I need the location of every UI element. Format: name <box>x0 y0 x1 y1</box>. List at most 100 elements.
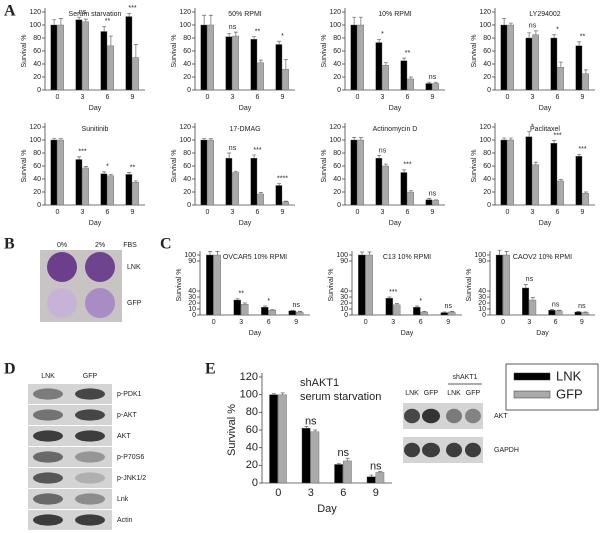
bar <box>425 83 433 91</box>
bar <box>525 136 533 206</box>
chart-title: CAOV2 10% RPMI <box>513 254 572 261</box>
bar <box>232 35 239 91</box>
bar <box>50 139 58 206</box>
x-axis-label: Day <box>389 220 402 227</box>
bar <box>57 24 64 91</box>
error-bar <box>433 199 438 201</box>
x-tick-label: 0 <box>356 209 360 216</box>
error-bar <box>242 302 247 305</box>
x-tick-label: 0 <box>275 487 281 499</box>
x-tick-label: 9 <box>131 94 135 101</box>
y-tick-label: 0 <box>252 477 258 489</box>
error-bar <box>258 59 263 63</box>
y-tick-label: 100 <box>336 252 348 259</box>
significance-label: **** <box>277 175 288 182</box>
y-tick-label: 90 <box>340 258 348 265</box>
error-bar <box>133 180 138 183</box>
bar <box>125 16 133 91</box>
error-bar <box>133 44 138 58</box>
bar <box>385 298 393 316</box>
y-axis-label: Survival % <box>226 404 238 456</box>
bar <box>334 464 343 484</box>
y-tick-label: 60 <box>483 163 491 170</box>
bar <box>557 67 564 91</box>
error-bar <box>283 200 288 202</box>
well <box>85 252 115 282</box>
error-bar <box>227 152 232 159</box>
y-axis-label: Survival % <box>321 149 328 182</box>
y-tick-label: 80 <box>483 150 491 157</box>
error-bar <box>233 170 238 173</box>
bar <box>57 139 64 206</box>
legend-swatch <box>513 390 551 399</box>
bar <box>282 201 289 206</box>
x-tick-label: 9 <box>581 94 585 101</box>
y-tick-label: 0 <box>337 202 341 209</box>
significance-label: ** <box>405 50 411 57</box>
y-tick-label: 80 <box>333 150 341 157</box>
bar <box>288 310 296 316</box>
error-bar <box>378 471 383 473</box>
bar <box>407 78 414 91</box>
bar <box>393 304 401 316</box>
blot-band <box>75 472 105 484</box>
bar <box>206 254 214 316</box>
row-label: p-AKT <box>117 412 138 419</box>
y-tick-label: 80 <box>333 35 341 42</box>
bar <box>343 460 352 484</box>
x-tick-label: 6 <box>106 209 110 216</box>
error-bar <box>383 62 388 66</box>
chart-title: C13 10% RPMI <box>383 254 431 261</box>
y-tick-label: 40 <box>33 176 41 183</box>
error-bar <box>527 131 532 137</box>
error-bar <box>387 296 392 299</box>
significance-label: * <box>419 298 422 305</box>
y-tick-label: 100 <box>329 137 341 144</box>
error-bar <box>263 305 268 308</box>
blot-band <box>465 408 481 424</box>
x-tick-label: 6 <box>106 94 110 101</box>
bar <box>132 182 139 206</box>
error-bar <box>102 171 107 174</box>
y-tick-label: 20 <box>33 189 41 196</box>
bar <box>555 310 563 316</box>
significance-label: ns <box>229 24 237 31</box>
significance-label: * <box>381 31 384 38</box>
error-bar <box>504 251 509 255</box>
error-bar <box>202 138 207 140</box>
bar <box>100 31 108 91</box>
significance-label: * <box>267 298 270 305</box>
y-axis-label: Survival % <box>471 34 478 67</box>
x-tick-label: 3 <box>527 319 531 326</box>
error-bar <box>577 153 582 157</box>
y-axis-label: Survival % <box>471 149 478 182</box>
bar <box>233 299 241 316</box>
y-tick-label: 0 <box>482 312 486 319</box>
y-tick-label: 120 <box>29 124 41 131</box>
y-tick-label: 20 <box>333 189 341 196</box>
chart-title: Paclitaxel <box>530 126 560 133</box>
y-tick-label: 80 <box>483 35 491 42</box>
y-tick-label: 10 <box>478 306 486 313</box>
significance-label: *** <box>253 147 261 154</box>
bar <box>407 191 414 206</box>
significance-label: ** <box>255 29 261 36</box>
significance-label: ns <box>445 303 453 310</box>
legend-box <box>505 363 599 411</box>
significance-label: ns <box>370 460 382 472</box>
blot-band <box>75 430 105 442</box>
bar <box>522 287 530 316</box>
y-tick-label: 80 <box>183 35 191 42</box>
error-bar <box>552 34 557 38</box>
significance-label: ns <box>337 447 349 459</box>
bar <box>107 175 114 206</box>
bar <box>75 19 83 91</box>
error-bar <box>345 457 350 461</box>
y-tick-label: 30 <box>478 294 486 301</box>
y-tick-label: 90 <box>478 258 486 265</box>
bar <box>257 62 264 91</box>
y-tick-label: 90 <box>188 258 196 265</box>
x-tick-label: 9 <box>373 487 379 499</box>
error-bar <box>283 59 288 70</box>
x-tick-label: 0 <box>506 209 510 216</box>
